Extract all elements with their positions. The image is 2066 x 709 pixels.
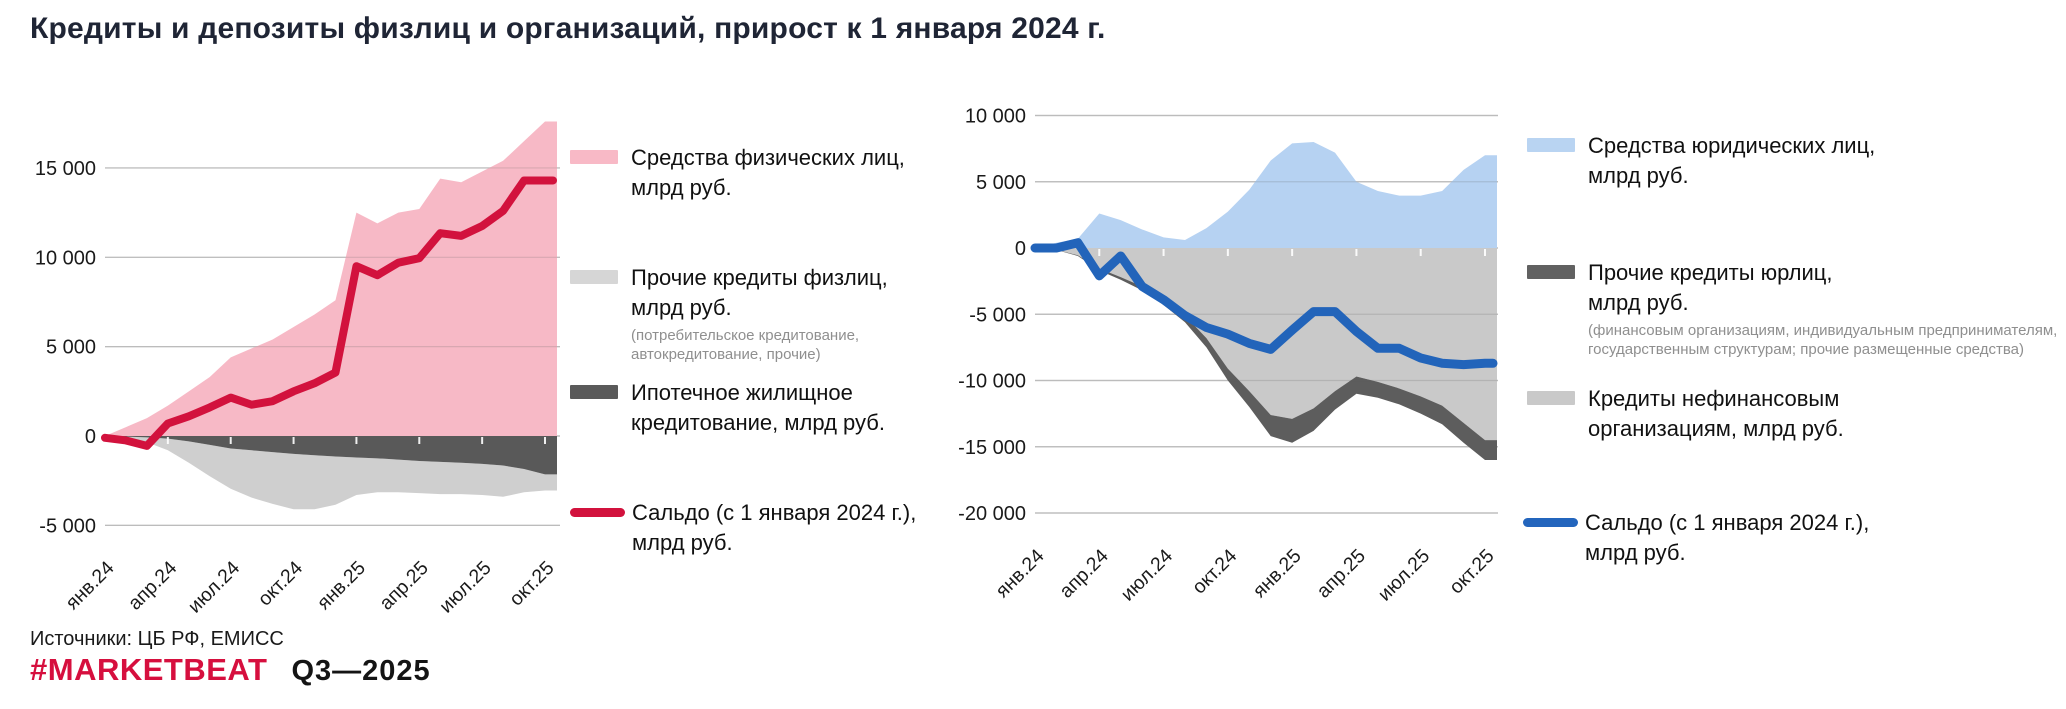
legend-label: Прочие кредиты юрлиц, млрд руб.: [1588, 260, 1833, 315]
svg-text:окт.25: окт.25: [505, 557, 558, 610]
legend-item-saldo-organizations: Сальдо (с 1 января 2024 г.), млрд руб.: [1523, 508, 1885, 568]
legend-label: Ипотечное жилищное кредитование, млрд ру…: [631, 380, 885, 435]
blue-area-swatch-icon: [1527, 138, 1575, 152]
legend-label: Средства физических лиц, млрд руб.: [631, 145, 905, 200]
footer-brand-row: #MARKETBEAT Q3—2025: [30, 652, 431, 688]
svg-text:10 000: 10 000: [35, 247, 96, 269]
svg-text:янв.25: янв.25: [1249, 545, 1306, 602]
svg-text:5 000: 5 000: [46, 337, 96, 359]
svg-text:апр.25: апр.25: [1312, 545, 1370, 603]
svg-text:0: 0: [1015, 238, 1026, 260]
legend-item-other-credits-organizations: Прочие кредиты юрлиц, млрд руб. (финансо…: [1527, 258, 2063, 359]
svg-text:июл.24: июл.24: [1117, 545, 1178, 606]
page-title: Кредиты и депозиты физлиц и организаций,…: [30, 12, 1106, 45]
red-line-swatch-icon: [570, 508, 625, 517]
light-gray-area-swatch-icon: [1527, 391, 1575, 405]
legend-label-group: Прочие кредиты физлиц, млрд руб. (потреб…: [631, 263, 903, 364]
dark-gray-area-swatch-icon: [570, 385, 618, 399]
svg-text:июл.24: июл.24: [184, 557, 245, 618]
marketbeat-logo: #MARKETBEAT: [30, 652, 268, 687]
light-gray-area-swatch-icon: [570, 270, 618, 284]
svg-text:5 000: 5 000: [976, 172, 1026, 194]
blue-line-swatch-icon: [1523, 518, 1578, 527]
legend-sublabel: (потребительское кредитование, автокреди…: [631, 327, 860, 363]
svg-text:10 000: 10 000: [965, 106, 1026, 128]
legend-item-nonfinancial-credits: Кредиты нефинансовым организациям, млрд …: [1527, 384, 1850, 444]
legend-item-deposits-individuals: Средства физических лиц, млрд руб.: [570, 143, 909, 203]
svg-text:окт.24: окт.24: [254, 557, 307, 610]
svg-text:июл.25: июл.25: [1374, 545, 1435, 606]
legend-label: Сальдо (с 1 января 2024 г.), млрд руб.: [1585, 510, 1870, 565]
svg-text:-5 000: -5 000: [969, 304, 1026, 326]
sources-note: Источники: ЦБ РФ, ЕМИСС: [30, 628, 284, 650]
svg-text:15 000: 15 000: [35, 158, 96, 180]
legend-label: Сальдо (с 1 января 2024 г.), млрд руб.: [632, 500, 917, 555]
svg-text:июл.25: июл.25: [435, 557, 496, 618]
svg-text:-10 000: -10 000: [958, 371, 1026, 393]
legend-label: Средства юридических лиц, млрд руб.: [1588, 133, 1876, 188]
svg-text:янв.24: янв.24: [991, 545, 1048, 602]
legend-label-group: Прочие кредиты юрлиц, млрд руб. (финансо…: [1588, 258, 2063, 359]
svg-text:0: 0: [85, 426, 96, 448]
svg-text:окт.24: окт.24: [1188, 545, 1241, 598]
legend-item-deposits-organizations: Средства юридических лиц, млрд руб.: [1527, 131, 1888, 191]
legend-label: Прочие кредиты физлиц, млрд руб.: [631, 265, 888, 320]
svg-text:-20 000: -20 000: [958, 503, 1026, 525]
svg-text:апр.24: апр.24: [124, 557, 182, 615]
legend-item-other-credits-individuals: Прочие кредиты физлиц, млрд руб. (потреб…: [570, 263, 903, 364]
svg-text:окт.25: окт.25: [1445, 545, 1498, 598]
svg-text:апр.24: апр.24: [1055, 545, 1113, 603]
legend-item-saldo-individuals: Сальдо (с 1 января 2024 г.), млрд руб.: [570, 498, 932, 558]
legend-sublabel: (финансовым организациям, индивидуальным…: [1588, 322, 2058, 358]
report-period: Q3—2025: [291, 655, 431, 687]
svg-text:янв.24: янв.24: [61, 557, 118, 614]
legend-label: Кредиты нефинансовым организациям, млрд …: [1588, 386, 1844, 441]
chart-organizations: 10 000 5 000 0 -5 000 -10 000 -15 000 -20 000 я…: [958, 106, 1498, 606]
svg-text:-5 000: -5 000: [39, 515, 96, 537]
svg-text:-15 000: -15 000: [958, 437, 1026, 459]
svg-text:апр.25: апр.25: [375, 557, 433, 615]
dark-gray-area-swatch-icon: [1527, 265, 1575, 279]
legend-item-mortgage: Ипотечное жилищное кредитование, млрд ру…: [570, 378, 893, 438]
svg-text:янв.25: янв.25: [313, 557, 370, 614]
pink-area-swatch-icon: [570, 150, 618, 164]
